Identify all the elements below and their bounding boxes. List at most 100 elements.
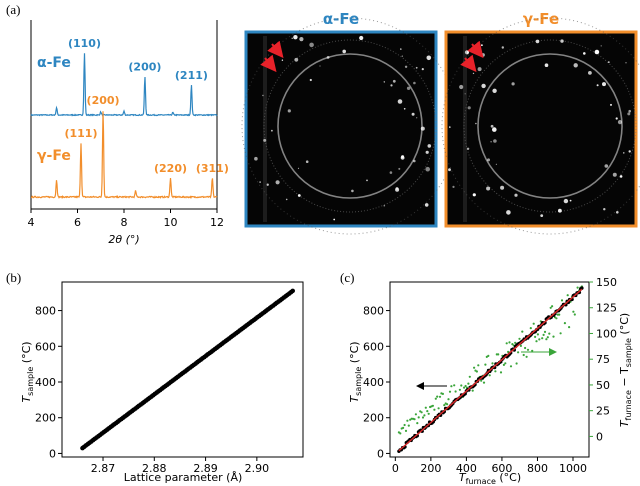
diffraction-spot [351,189,354,193]
panel-c-difference-point [416,422,419,425]
panel-c-difference-point [508,341,511,344]
panel-c-y2-tick-label: 150 [596,276,617,289]
panel-c-x-tick-label: 1000 [559,462,587,475]
panel-b-y-tick-label: 400 [35,376,56,389]
diffraction-spot [342,49,347,54]
detector-streak [263,36,267,222]
panel-c-difference-point [426,410,429,413]
panel-c-difference-point [505,342,508,345]
panel-c-y-tick-label: 400 [363,376,384,389]
detector-streak [463,36,467,222]
diffraction-spot [397,99,403,104]
diffraction-spot [616,211,619,214]
panel-b-y-label-sub: sample [26,367,35,396]
panel-c-difference-point [406,419,409,422]
alpha-fe-pattern [30,53,218,117]
panel-c-difference-point [484,363,487,366]
panel-c-y-tick-label: 600 [363,340,384,353]
diffraction-spot [266,183,269,186]
diffraction-spot [511,82,515,86]
panel-label-c: (c) [340,270,354,285]
diffraction-spot [366,179,368,182]
diffraction-spot [263,138,267,142]
diffraction-spot [392,79,396,83]
panel-c-difference-point [424,406,427,409]
diffraction-spot [535,39,540,44]
diffraction-spot [464,93,466,95]
panel-c-difference-point [417,416,420,419]
panel-c-difference-point [453,384,456,387]
panel-c-difference-point [521,330,524,333]
red-arrow [260,54,277,73]
diffraction-spot [506,210,511,215]
panel-c-difference-point [555,317,558,320]
panel-c-difference-point [433,408,436,411]
panel-c-difference-point [532,322,535,325]
diffraction-spot [607,61,610,63]
panel-c-difference-point [511,343,514,346]
panel-c-difference-point [572,310,575,313]
xrd-x-tick-label: 12 [210,216,224,229]
panel-c-difference-point [548,332,551,335]
alpha-fe-diffraction-image: α-Fe [241,10,459,235]
xrd-peak-label: (111) [64,127,97,140]
panel-c-fit-line [398,288,583,452]
diffraction-spot [569,199,572,202]
diffraction-spot [617,120,623,125]
xrd-peak-label: (220) [154,162,187,175]
diffraction-spot [573,63,578,68]
diffraction-spot [452,185,455,188]
diffraction-spot [383,81,385,83]
panel-c-difference-point [568,326,571,329]
panel-c-difference-point [450,385,453,388]
diffraction-spot [588,71,592,75]
diffraction-spot [291,37,293,39]
panel-c-x-label-sub: furnace [466,477,496,486]
diffraction-spot [403,108,406,110]
diffraction-ring [263,39,437,213]
panel-c-difference-point [413,418,416,421]
diffraction-spot [481,44,483,47]
diffraction-spot [424,203,429,207]
diffraction-spot [625,62,627,64]
panel-c-y-axis-label: Tsample (°C) [348,341,363,402]
panel-b-x-axis-label: Lattice parameter (Å) [124,471,243,484]
diffraction-spot [297,167,300,169]
diffraction-spot [540,214,544,218]
panel-c-difference-point [546,336,549,339]
diffraction-spot [421,68,424,71]
panel-b-x-tick-label: 2.88 [142,462,167,475]
panel-c-difference-point [524,346,527,350]
red-arrow [467,40,484,59]
panel-c-difference-point [471,389,474,392]
panel-c-x-tick-label: 600 [491,462,512,475]
panel-b-y-tick-label: 800 [35,305,56,318]
panel-c-difference-point [504,362,507,365]
panel-c-y2-tick-label: 75 [596,353,610,366]
diffraction-spot [390,84,393,87]
panel-c-difference-point [399,432,402,435]
xrd-peak-label: (200) [128,61,161,74]
diffraction-spot [401,55,403,57]
diffraction-spot [401,155,404,159]
panel-c-difference-point [434,397,437,400]
panel-c-difference-point [529,327,532,330]
panel-c-difference-point [437,407,440,410]
panel-b-frame [61,281,304,458]
diffraction-spot [305,160,309,163]
lattice-parameter-panel: 2.87 2.88 2.89 2.90 0 200 400 600 800 Lattice pa… [20,281,304,484]
diffraction-spot [602,82,606,87]
panel-c-difference-point [454,390,457,393]
panel-c-difference-point [541,337,544,340]
panel-c-x-tick-label: 800 [527,462,548,475]
diffraction-spot [309,78,312,82]
panel-b-y-label-main: T [20,395,33,403]
diffraction-spot [297,194,301,197]
xrd-x-tick-label: 6 [74,216,81,229]
diffraction-spot [610,103,612,106]
diffraction-spot [493,139,497,143]
panel-c-difference-point [441,392,444,395]
panel-c-frame [389,281,590,458]
panel-b-y-axis-label: Tsample (°C) [20,341,35,402]
